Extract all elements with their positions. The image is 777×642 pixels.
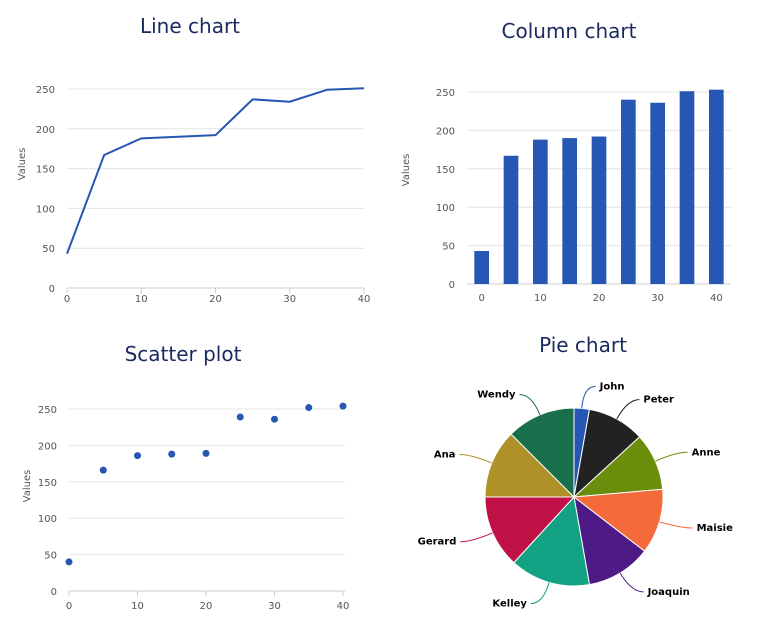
pie-slice xyxy=(573,495,646,586)
pie-label: Kelley xyxy=(492,599,527,610)
pie-label: Joaquin xyxy=(647,587,690,598)
scatter-point xyxy=(134,452,141,460)
x-tick-label: 0 xyxy=(478,293,484,304)
chart-title: Scatter plot xyxy=(125,342,242,366)
pie-connector xyxy=(460,532,493,543)
y-tick-label: 0 xyxy=(49,284,55,295)
series-line xyxy=(66,87,365,255)
pie-label: Anne xyxy=(692,447,721,458)
x-tick-label: 10 xyxy=(534,293,547,304)
y-tick-label: 250 xyxy=(436,88,455,99)
pie-label: John xyxy=(599,381,625,392)
x-tick-label: 20 xyxy=(200,601,213,612)
pie-chart: Pie chart John Peter Anne Maisie Joaquin Kelle… xyxy=(418,333,734,610)
y-tick-label: 150 xyxy=(36,165,55,176)
bar xyxy=(709,89,724,284)
pie-connector xyxy=(519,393,541,415)
y-axis-label: Values xyxy=(22,470,33,503)
x-tick-label: 10 xyxy=(131,601,144,612)
bar xyxy=(533,139,548,284)
scatter-point xyxy=(65,558,73,566)
y-tick-label: 50 xyxy=(42,244,55,255)
y-tick-label: 100 xyxy=(38,514,57,525)
pie-slice xyxy=(572,488,664,552)
scatter-point xyxy=(202,449,210,457)
bar xyxy=(591,136,607,284)
y-tick-label: 0 xyxy=(51,587,57,598)
pie-connector xyxy=(459,454,492,464)
scatter-point xyxy=(339,402,347,410)
x-tick-label: 0 xyxy=(64,294,70,305)
y-tick-label: 200 xyxy=(38,441,57,452)
bar xyxy=(621,99,636,285)
x-tick-label: 20 xyxy=(593,293,606,304)
scatter-plot: Scatter plot 0 50 100 150 200 250 Values 0 10 20 30… xyxy=(22,342,350,612)
x-tick-label: 30 xyxy=(283,294,296,305)
x-tick-label: 40 xyxy=(358,294,371,305)
bar xyxy=(679,91,695,285)
y-tick-label: 50 xyxy=(44,551,57,562)
y-tick-label: 100 xyxy=(36,204,55,215)
pie-label: Peter xyxy=(643,395,674,406)
x-tick-label: 0 xyxy=(66,601,72,612)
y-tick-label: 200 xyxy=(36,125,55,136)
x-tick-label: 30 xyxy=(268,601,281,612)
y-tick-label: 200 xyxy=(436,126,455,137)
y-tick-label: 100 xyxy=(436,203,455,214)
column-chart: Column chart 0 50 100 150 200 250 Values 0 10 20 30… xyxy=(401,19,731,304)
y-axis-label: Values xyxy=(17,148,28,181)
pie-label: Wendy xyxy=(477,389,516,400)
bar xyxy=(650,102,665,284)
pie-label: Ana xyxy=(434,450,456,461)
scatter-point xyxy=(271,415,278,423)
y-axis-label: Values xyxy=(401,154,412,187)
pie-label: Maisie xyxy=(697,523,734,534)
y-tick-label: 250 xyxy=(38,405,57,416)
scatter-point xyxy=(168,450,176,458)
pie-slice xyxy=(510,407,575,499)
scatter-point xyxy=(99,466,107,474)
bar xyxy=(474,250,489,284)
scatter-point xyxy=(305,404,313,412)
x-tick-label: 40 xyxy=(710,293,723,304)
pie-slice xyxy=(484,433,576,498)
pie-connector xyxy=(581,385,596,409)
y-tick-label: 150 xyxy=(38,478,57,489)
chart-title: Column chart xyxy=(502,19,637,43)
line-chart: Line chart 0 50 100 150 200 250 Values 0 10 20 30 40 xyxy=(17,14,371,305)
pie-connector xyxy=(616,399,640,420)
y-tick-label: 50 xyxy=(442,242,455,253)
chart-title: Pie chart xyxy=(539,333,627,357)
pie-connector xyxy=(530,582,550,605)
scatter-point xyxy=(236,413,244,421)
x-tick-label: 20 xyxy=(209,294,222,305)
pie-connector xyxy=(659,521,693,529)
x-tick-label: 10 xyxy=(135,294,148,305)
pie-slice xyxy=(513,495,591,587)
pie-connector xyxy=(655,451,688,462)
x-tick-label: 30 xyxy=(651,293,664,304)
bar xyxy=(562,138,577,284)
x-tick-label: 40 xyxy=(337,601,350,612)
bar xyxy=(503,155,519,284)
chart-title: Line chart xyxy=(140,14,240,38)
pie-label: Gerard xyxy=(418,537,457,548)
pie-connector xyxy=(619,572,644,593)
y-tick-label: 0 xyxy=(449,280,455,291)
y-tick-label: 150 xyxy=(436,165,455,176)
y-tick-label: 250 xyxy=(36,85,55,96)
